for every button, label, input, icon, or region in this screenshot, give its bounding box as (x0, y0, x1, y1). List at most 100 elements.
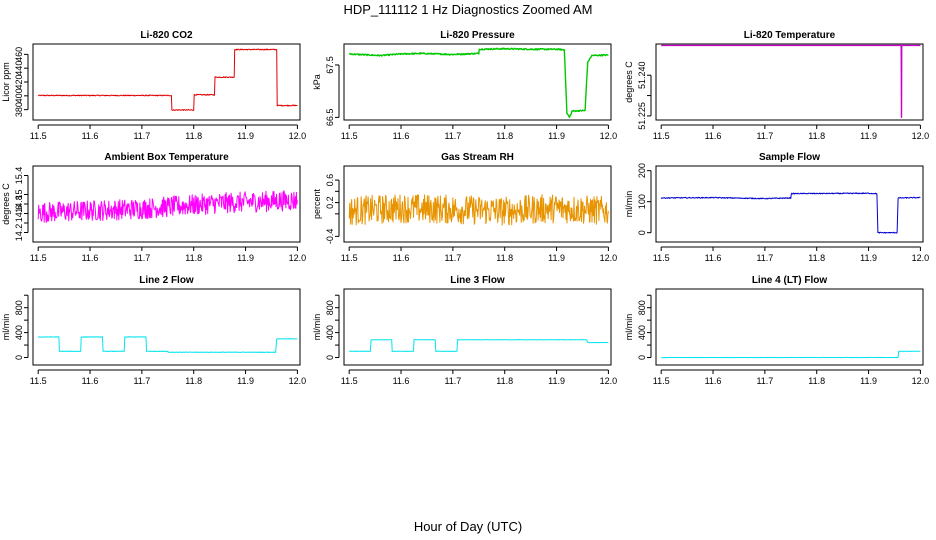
y-tick-label: 400 (325, 325, 335, 340)
y-tick-label: 0 (14, 355, 24, 360)
y-tick-label: 66.5 (325, 109, 335, 127)
x-tick-label: 11.7 (756, 131, 773, 141)
x-tick-label: 11.9 (548, 253, 565, 263)
series-line-Line3 (349, 339, 609, 352)
series-line-Line2 (37, 336, 298, 353)
y-axis-label: percent (312, 188, 322, 219)
x-tick-label: 11.9 (860, 131, 877, 141)
y-axis-label: ml/min (624, 314, 634, 341)
x-tick-label: 11.5 (30, 253, 47, 263)
x-tick-label: 11.5 (341, 376, 358, 386)
y-tick-label: 15 (14, 189, 24, 199)
x-tick-label: 12.0 (600, 376, 618, 386)
x-tick-label: 12.0 (912, 253, 930, 263)
y-tick-label: 67.5 (325, 56, 335, 74)
panel-1: Li-820 CO2 Licor ppm 11.5 11.6 11.7 11.8 11.9 1… (1, 30, 306, 141)
x-tick-label: 11.8 (808, 253, 825, 263)
series-line-RH (348, 194, 609, 226)
plot-box (655, 165, 924, 243)
y-axis-label: Licor ppm (1, 62, 11, 102)
y-tick-label: 800 (14, 300, 24, 315)
x-tick-label: 12.0 (912, 131, 930, 141)
x-tick-label: 11.7 (133, 376, 150, 386)
y-tick-label: 0 (325, 355, 335, 360)
x-tick-label: 11.8 (496, 376, 513, 386)
plot-box (343, 165, 612, 243)
y-tick-label: 400 (637, 325, 647, 340)
x-tick-label: 11.7 (756, 253, 773, 263)
x-tick-label: 11.5 (653, 131, 670, 141)
x-tick-label: 11.6 (393, 376, 410, 386)
x-tick-label: 11.6 (393, 131, 410, 141)
y-axis-label: degrees C (1, 183, 11, 225)
x-tick-label: 11.9 (548, 376, 565, 386)
x-tick-label: 11.6 (82, 131, 99, 141)
y-tick-label: 440 (14, 61, 24, 76)
x-tick-label: 11.9 (237, 376, 254, 386)
panel-title: Line 4 (LT) Flow (752, 275, 828, 286)
y-axis-label: ml/min (624, 191, 634, 218)
plot-box (32, 288, 301, 366)
y-axis-label: degrees C (624, 61, 634, 103)
panel-8: Line 3 Flow ml/min 11.5 11.6 11.7 11.8 11.9 12.… (312, 275, 617, 386)
x-tick-label: 12.0 (289, 253, 307, 263)
x-tick-label: 12.0 (912, 376, 930, 386)
panel-title: Li-820 Pressure (440, 30, 515, 41)
x-tick-label: 11.9 (860, 253, 877, 263)
panel-grid: Li-820 CO2 Licor ppm 11.5 11.6 11.7 11.8 11.9 1… (1, 30, 929, 386)
panel-7: Line 2 Flow ml/min 11.5 11.6 11.7 11.8 11.9 12.… (1, 275, 306, 386)
x-tick-label: 11.6 (82, 376, 99, 386)
y-tick-label: 0 (637, 355, 647, 360)
y-tick-label: 400 (14, 325, 24, 340)
panel-title: Gas Stream RH (441, 152, 514, 163)
panel-title: Ambient Box Temperature (104, 152, 229, 163)
x-tick-label: 11.5 (30, 376, 47, 386)
series-line-BoxTemp (37, 190, 298, 224)
x-tick-label: 11.5 (341, 131, 358, 141)
x-tick-label: 11.5 (341, 253, 358, 263)
y-tick-label: -0.4 (325, 229, 335, 245)
panel-2: Li-820 Pressure kPa 11.5 11.6 11.7 11.8 11.9 12… (312, 30, 617, 141)
x-tick-label: 11.9 (860, 376, 877, 386)
y-tick-label: 0.2 (325, 196, 335, 209)
y-tick-label: 800 (637, 300, 647, 315)
series-line-SampleFlow (660, 192, 921, 234)
panel-9: Line 4 (LT) Flow ml/min 11.5 11.6 11.7 11.8 11… (624, 275, 929, 386)
x-tick-label: 11.9 (237, 253, 254, 263)
x-tick-label: 11.8 (185, 131, 202, 141)
x-tick-label: 11.7 (444, 253, 461, 263)
x-tick-label: 11.7 (133, 253, 150, 263)
y-tick-label: 51.240 (637, 61, 647, 89)
x-tick-label: 12.0 (289, 376, 307, 386)
y-tick-label: 14.8 (14, 195, 24, 213)
plot-box (343, 43, 612, 121)
x-tick-label: 11.7 (444, 376, 461, 386)
panel-5: Gas Stream RH percent 11.5 11.6 11.7 11.8 11.9… (312, 152, 617, 263)
x-tick-label: 11.9 (548, 131, 565, 141)
y-axis-label: ml/min (312, 314, 322, 341)
x-tick-label: 11.7 (444, 131, 461, 141)
series-line-Line4 (661, 350, 921, 359)
panel-title: Sample Flow (759, 152, 820, 163)
panel-title: Line 2 Flow (139, 275, 194, 286)
x-tick-label: 11.6 (705, 131, 722, 141)
y-tick-label: 380 (14, 102, 24, 117)
plot-box (655, 288, 924, 366)
y-tick-label: 15.4 (14, 167, 24, 185)
x-tick-label: 11.9 (237, 131, 254, 141)
x-tick-label: 11.8 (496, 253, 513, 263)
x-axis-title: Hour of Day (UTC) (414, 519, 522, 534)
y-tick-label: 100 (637, 194, 647, 209)
plot-box (32, 43, 301, 121)
y-tick-label: 51.225 (637, 102, 647, 130)
x-tick-label: 11.6 (705, 376, 722, 386)
y-axis-label: ml/min (1, 314, 11, 341)
x-tick-label: 11.8 (496, 131, 513, 141)
x-tick-label: 11.7 (133, 131, 150, 141)
x-tick-label: 11.6 (82, 253, 99, 263)
panel-3: Li-820 Temperature degrees C 11.5 11.6 11.7 1… (624, 30, 929, 141)
x-tick-label: 11.5 (653, 253, 670, 263)
plot-box (343, 288, 612, 366)
